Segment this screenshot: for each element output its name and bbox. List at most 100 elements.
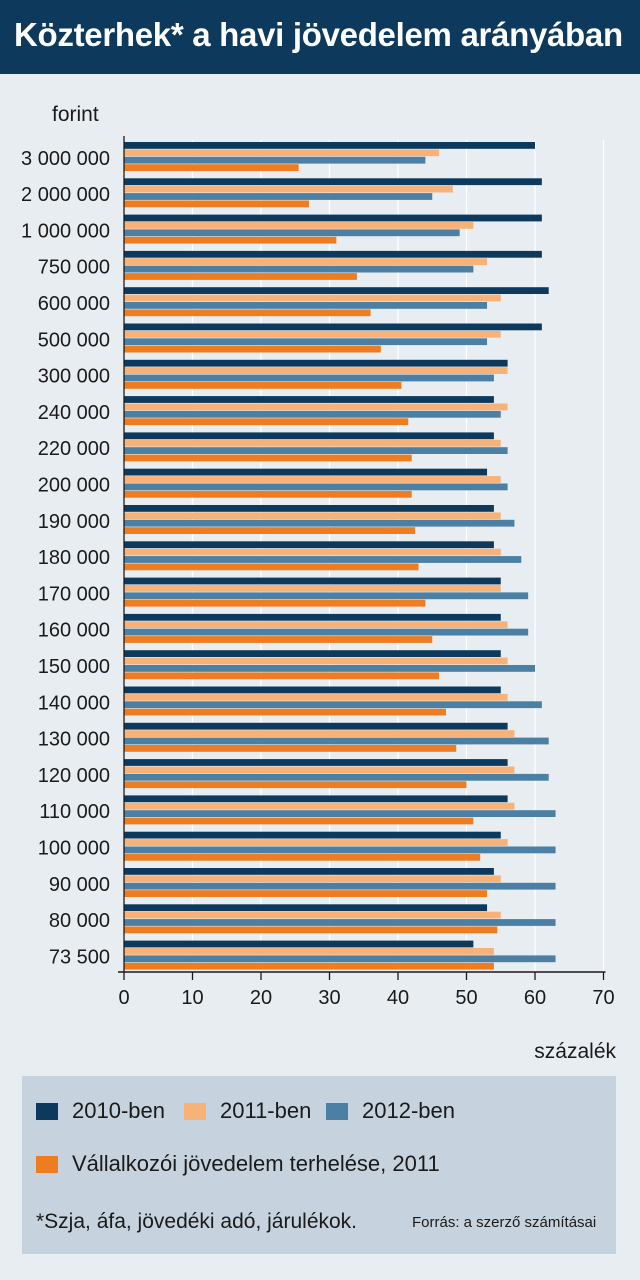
bar-2012-ben (124, 773, 549, 781)
legend-swatch-2011 (184, 1102, 206, 1120)
x-tick-label: 60 (524, 987, 546, 1009)
bar-2012-ben (124, 265, 474, 273)
bar-2010-ben (124, 613, 501, 621)
category-label: 160 000 (38, 620, 110, 642)
bar-2011-ben (124, 766, 515, 774)
bar-2010-ben (124, 904, 488, 912)
bar-2011-ben (124, 548, 501, 556)
bar-2011-ben (124, 330, 501, 338)
bar-2011-ben (124, 585, 501, 592)
y-axis-unit-label: forint (52, 103, 99, 126)
category-label: 200 000 (38, 475, 110, 497)
bar-v-llalkoz-i-j-vedelem-terhel-se-2011 (124, 490, 412, 498)
bar-2010-ben (124, 759, 508, 766)
bar-2011-ben (124, 802, 515, 810)
bar-v-llalkoz-i-j-vedelem-terhel-se-2011 (124, 563, 419, 571)
bar-2011-ben (124, 149, 440, 157)
title-bar: Közterhek* a havi jövedelem arányában (0, 0, 640, 74)
bar-2011-ben (124, 693, 508, 701)
bar-v-llalkoz-i-j-vedelem-terhel-se-2011 (124, 745, 457, 752)
category-label: 80 000 (49, 910, 110, 932)
bar-2011-ben (124, 403, 508, 411)
bar-2012-ben (124, 846, 556, 854)
bar-2010-ben (124, 142, 535, 149)
bar-2012-ben (124, 519, 515, 527)
bar-2012-ben (124, 410, 501, 418)
bar-2012-ben (124, 229, 460, 237)
bar-2011-ben (124, 839, 508, 846)
bar-v-llalkoz-i-j-vedelem-terhel-se-2011 (124, 817, 474, 825)
bar-v-llalkoz-i-j-vedelem-terhel-se-2011 (124, 636, 433, 643)
category-label: 750 000 (38, 257, 110, 279)
bar-2012-ben (124, 556, 522, 563)
legend: 2010-ben 2011-ben 2012-ben Vállalkozói j… (22, 1076, 616, 1254)
bar-2012-ben (124, 447, 508, 454)
category-label: 73 500 (49, 946, 110, 968)
bar-2011-ben (124, 875, 501, 883)
bar-v-llalkoz-i-j-vedelem-terhel-se-2011 (124, 962, 494, 970)
chart-title: Közterhek* a havi jövedelem arányában (14, 16, 623, 53)
category-label: 300 000 (38, 366, 110, 388)
category-label: 220 000 (38, 438, 110, 460)
bar-2011-ben (124, 294, 501, 302)
bar-2010-ben (124, 650, 501, 657)
bar-2012-ben (124, 628, 529, 636)
x-tick-label: 40 (387, 987, 409, 1009)
bar-2012-ben (124, 955, 556, 963)
category-label: 500 000 (38, 329, 110, 351)
bar-2012-ben (124, 302, 488, 309)
x-tick-label: 70 (592, 987, 614, 1009)
bar-2011-ben (124, 730, 515, 737)
bar-2010-ben (124, 868, 494, 875)
bar-2012-ben (124, 882, 556, 890)
source-note: Forrás: a szerző számításai (412, 1214, 597, 1231)
x-tick-label: 20 (250, 987, 272, 1009)
bar-2011-ben (124, 258, 488, 266)
category-label: 90 000 (49, 874, 110, 896)
bar-v-llalkoz-i-j-vedelem-terhel-se-2011 (124, 672, 440, 680)
bar-2012-ben (124, 665, 535, 672)
x-tick-label: 50 (455, 987, 477, 1009)
bar-2011-ben (124, 222, 474, 229)
category-label: 100 000 (38, 838, 110, 860)
bar-2012-ben (124, 701, 542, 709)
bar-v-llalkoz-i-j-vedelem-terhel-se-2011 (124, 382, 402, 389)
bar-v-llalkoz-i-j-vedelem-terhel-se-2011 (124, 454, 412, 462)
legend-item-vallalkozoi: Vállalkozói jövedelem terhelése, 2011 (36, 1151, 440, 1177)
category-label: 180 000 (38, 547, 110, 569)
bar-2010-ben (124, 287, 549, 294)
bar-2010-ben (124, 396, 494, 403)
bar-2011-ben (124, 621, 508, 629)
legend-label-2011: 2011-ben (220, 1098, 312, 1123)
legend-item-2012: 2012-ben (326, 1098, 455, 1124)
bar-2010-ben (124, 541, 494, 549)
bar-2011-ben (124, 948, 494, 955)
x-axis-unit-label: százalék (534, 1040, 616, 1063)
bar-v-llalkoz-i-j-vedelem-terhel-se-2011 (124, 781, 467, 789)
category-label: 600 000 (38, 293, 110, 315)
bar-2010-ben (124, 468, 488, 476)
category-label: 1 000 000 (21, 220, 110, 242)
bar-2011-ben (124, 911, 501, 919)
bar-2010-ben (124, 577, 501, 585)
bar-v-llalkoz-i-j-vedelem-terhel-se-2011 (124, 164, 299, 171)
bar-v-llalkoz-i-j-vedelem-terhel-se-2011 (124, 200, 309, 208)
bar-2010-ben (124, 359, 508, 367)
bar-2010-ben (124, 940, 474, 948)
bar-v-llalkoz-i-j-vedelem-terhel-se-2011 (124, 527, 416, 534)
bar-2010-ben (124, 323, 542, 331)
bar-2010-ben (124, 722, 508, 730)
bar-v-llalkoz-i-j-vedelem-terhel-se-2011 (124, 890, 488, 897)
bar-2011-ben (124, 367, 508, 374)
bar-2012-ben (124, 737, 549, 745)
bar-2012-ben (124, 193, 433, 200)
legend-item-2010: 2010-ben (36, 1098, 165, 1124)
category-label: 110 000 (39, 801, 110, 823)
x-tick-label: 0 (118, 987, 129, 1009)
legend-item-2011: 2011-ben (184, 1098, 311, 1124)
category-label: 150 000 (38, 656, 110, 678)
footnote: *Szja, áfa, jövedéki adó, járulékok. (36, 1210, 358, 1233)
bar-2011-ben (124, 439, 501, 447)
bar-2012-ben (124, 338, 488, 346)
legend-swatch-2010 (36, 1102, 58, 1120)
